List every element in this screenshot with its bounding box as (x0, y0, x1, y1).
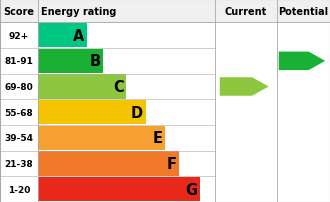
Polygon shape (220, 78, 269, 96)
Text: 81-91: 81-91 (5, 57, 33, 66)
Text: D: D (131, 105, 143, 120)
Text: C: C (113, 80, 123, 95)
Text: Potential: Potential (279, 7, 329, 17)
Bar (38, 24, 87, 48)
Text: 39-54: 39-54 (5, 134, 33, 143)
Bar (38, 126, 165, 150)
Text: 87 |  B: 87 | B (280, 57, 307, 66)
Bar (0, 0, 330, 23)
Text: 69-80: 69-80 (5, 83, 33, 92)
Text: G: G (185, 182, 198, 197)
Bar (38, 75, 126, 99)
Text: F: F (167, 156, 177, 171)
Text: Score: Score (4, 7, 34, 17)
Text: A: A (73, 28, 85, 43)
Bar (38, 49, 103, 74)
Text: E: E (152, 131, 162, 146)
Text: 21-38: 21-38 (5, 159, 33, 168)
Text: B: B (89, 54, 101, 69)
Text: Energy rating: Energy rating (41, 7, 116, 17)
Text: 69 |  c: 69 | c (223, 83, 249, 92)
Text: 55-68: 55-68 (5, 108, 33, 117)
Text: 1-20: 1-20 (8, 185, 30, 194)
Text: Current: Current (225, 7, 267, 17)
Polygon shape (279, 52, 325, 71)
Bar (38, 100, 146, 125)
Bar (38, 177, 200, 201)
Bar (38, 152, 179, 176)
Text: 92+: 92+ (9, 32, 29, 40)
